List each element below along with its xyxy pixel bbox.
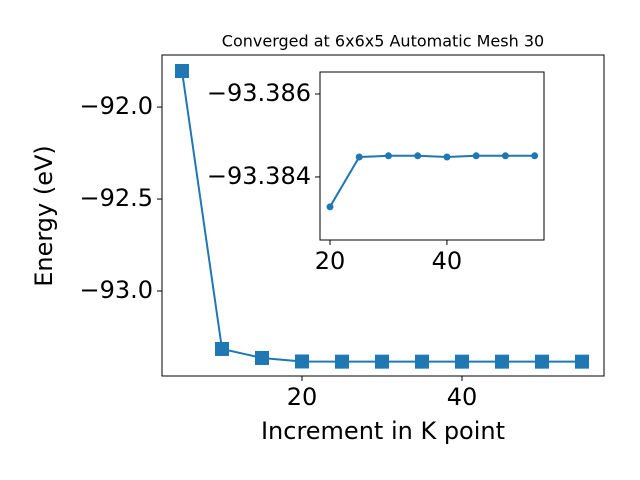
x-tick-label: 40 — [447, 383, 478, 411]
marker — [443, 153, 451, 161]
marker — [472, 152, 480, 160]
marker — [295, 354, 309, 369]
x-tick-label: 20 — [315, 247, 346, 275]
x-tick-label: 20 — [287, 383, 318, 411]
chart-title: Converged at 6x6x5 Automatic Mesh 30 — [222, 32, 544, 51]
line — [329, 154, 535, 208]
marker — [375, 354, 389, 369]
marker — [495, 354, 509, 369]
x-axis-label: Increment in K point — [261, 417, 505, 445]
marker — [326, 203, 334, 211]
y-tick-label: −93.0 — [79, 276, 153, 304]
marker — [384, 152, 392, 160]
marker — [415, 354, 429, 369]
marker — [215, 341, 229, 356]
y-tick-label: −93.384 — [207, 162, 311, 190]
y-axis-label: Energy (eV) — [30, 145, 58, 287]
marker — [414, 152, 422, 160]
x-tick-label: 40 — [432, 247, 463, 275]
marker — [501, 152, 509, 160]
y-tick-label: −93.386 — [207, 79, 311, 107]
y-tick-label: −92.0 — [79, 92, 153, 120]
marker — [335, 354, 349, 369]
marker — [531, 152, 539, 160]
marker — [355, 153, 363, 161]
marker — [255, 350, 269, 365]
marker — [575, 354, 589, 369]
marker — [455, 354, 469, 369]
marker — [175, 64, 189, 79]
y-tick-label: −92.5 — [79, 184, 153, 212]
marker — [535, 354, 549, 369]
